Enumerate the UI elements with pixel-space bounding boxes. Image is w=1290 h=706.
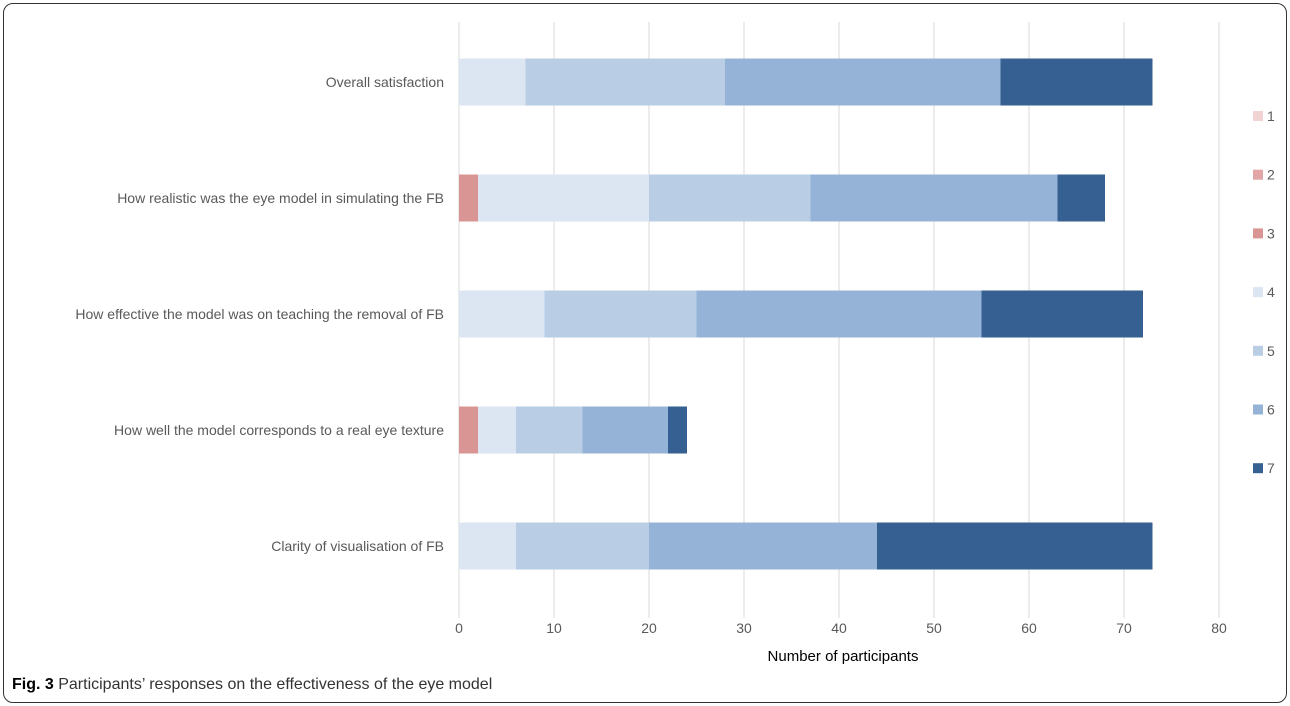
x-tick-20: 20 [641,620,657,636]
legend-swatch-7 [1253,463,1263,474]
legend-swatch-5 [1253,345,1263,356]
bar-segment-6-row-3 [696,290,982,338]
category-label: How effective the model was on teaching … [75,306,444,322]
bar-segment-7-row-4 [668,406,687,454]
bar-segment-7-row-2 [1057,174,1105,222]
bar-segment-5-row-3 [544,290,697,338]
bar-segment-6-row-2 [810,174,1058,222]
bar-segment-6-row-5 [649,522,877,570]
category-label: How well the model corresponds to a real… [114,422,444,438]
legend-swatch-4 [1253,287,1263,298]
legend-label-5: 5 [1267,343,1275,359]
bar-segment-7-row-1 [1000,58,1153,106]
bar-segment-4-row-4 [478,406,516,454]
caption-label: Fig. 3 [12,676,54,693]
legend-label-3: 3 [1267,225,1275,241]
bar-segment-5-row-4 [516,406,583,454]
legend-label-4: 4 [1267,284,1275,300]
bar-segment-6-row-4 [582,406,668,454]
bar-segment-3-row-4 [459,406,478,454]
stacked-bar-chart: Overall satisfaction How realistic was th… [75,22,1275,665]
category-labels: Overall satisfaction How realistic was th… [75,74,444,554]
legend-label-6: 6 [1267,402,1275,418]
bar-segment-4-row-1 [459,58,526,106]
bar-segment-4-row-3 [459,290,545,338]
gridlines [458,22,1220,618]
bar-segment-6-row-1 [725,58,1001,106]
category-label: How realistic was the eye model in simul… [117,190,444,206]
x-tick-10: 10 [546,620,562,636]
x-tick-60: 60 [1021,620,1037,636]
figure-frame [3,3,1287,703]
bar-segment-5-row-2 [649,174,811,222]
bars [459,58,1153,570]
legend-label-7: 7 [1267,460,1275,476]
caption-text: Participants’ responses on the effective… [53,676,493,693]
figure-caption: Fig. 3 Participants’ responses on the ef… [12,676,492,694]
x-tick-30: 30 [736,620,752,636]
x-tick-50: 50 [926,620,942,636]
x-tick-70: 70 [1116,620,1132,636]
legend-swatch-6 [1253,404,1263,415]
legend-swatch-1 [1253,111,1263,121]
bar-segment-3-row-2 [459,174,478,222]
bar-segment-4-row-5 [459,522,516,570]
legend-swatch-2 [1253,169,1263,180]
x-tick-0: 0 [455,620,463,636]
category-label: Overall satisfaction [326,74,444,90]
legend: 1 2 3 4 5 6 7 [1253,108,1275,476]
bar-segment-5-row-1 [525,58,725,106]
x-tick-40: 40 [831,620,847,636]
bar-segment-7-row-5 [877,522,1153,570]
x-tick-labels: 0 10 20 30 40 50 60 70 80 [455,620,1227,636]
category-label: Clarity of visualisation of FB [271,538,444,554]
legend-swatch-3 [1253,228,1263,239]
legend-label-2: 2 [1267,167,1275,183]
bar-segment-7-row-3 [981,290,1143,338]
bar-segment-5-row-5 [516,522,649,570]
x-tick-80: 80 [1211,620,1227,636]
legend-label-1: 1 [1267,108,1275,124]
bar-segment-4-row-2 [478,174,649,222]
x-axis-title: Number of participants [768,648,919,665]
